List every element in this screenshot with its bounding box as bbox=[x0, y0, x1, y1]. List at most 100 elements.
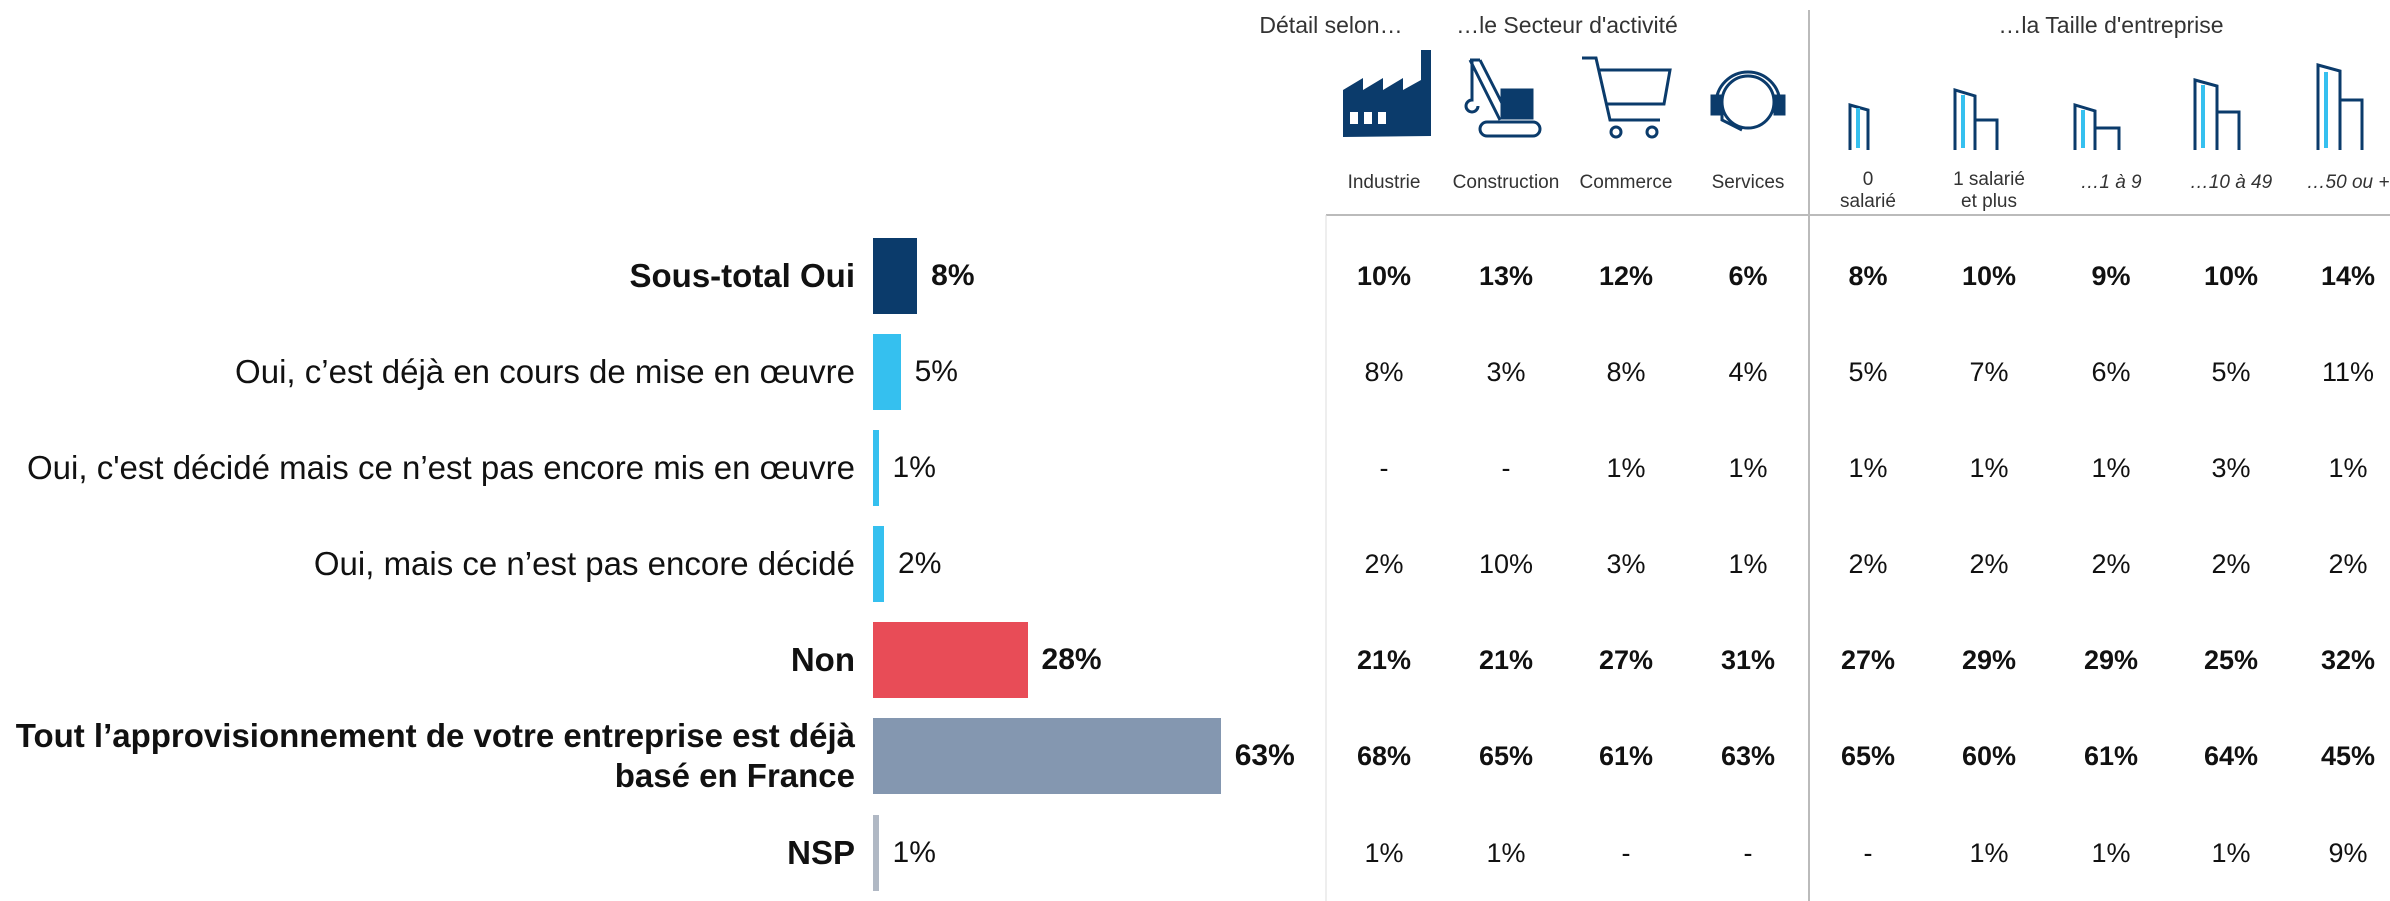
column-header: Services bbox=[1711, 172, 1785, 193]
table-cell: 65% bbox=[1478, 740, 1534, 771]
table-cell: 64% bbox=[2203, 740, 2259, 771]
table-cell: 1% bbox=[2091, 452, 2131, 483]
column-header: …10 à 49 bbox=[2189, 172, 2273, 193]
table-cell: 3% bbox=[2211, 452, 2251, 483]
table-cell: 2% bbox=[1848, 548, 1888, 579]
bar bbox=[873, 238, 918, 314]
bar bbox=[873, 526, 885, 602]
table-cell: 8% bbox=[1606, 356, 1646, 387]
table-cell: 9% bbox=[2328, 837, 2368, 868]
table-cell: 10% bbox=[1356, 260, 1412, 291]
table-cell: 8% bbox=[1364, 356, 1404, 387]
table-cell: 2% bbox=[2211, 548, 2251, 579]
table-cell: 60% bbox=[1961, 740, 2017, 771]
value-label: 63% bbox=[1234, 739, 1295, 772]
icon-size bbox=[1848, 63, 2364, 150]
column-header: 1 salarié et plus bbox=[1953, 169, 2025, 212]
table-cell: 5% bbox=[2211, 356, 2251, 387]
value-label: 1% bbox=[892, 451, 936, 484]
table-cell: 1% bbox=[1486, 837, 1526, 868]
column-header: Construction bbox=[1452, 172, 1560, 193]
table-cell: - bbox=[1621, 837, 1631, 868]
column-header: 0 salarié bbox=[1840, 169, 1896, 212]
table-cell: 27% bbox=[1598, 644, 1654, 675]
group-header: …la Taille d'entreprise bbox=[1998, 12, 2224, 38]
table-cell: 4% bbox=[1728, 356, 1768, 387]
table-cell: 6% bbox=[2091, 356, 2131, 387]
category-label: NSP bbox=[787, 834, 855, 871]
group-header: …le Secteur d'activité bbox=[1456, 12, 1678, 38]
category-label: Oui, c’est déjà en cours de mise en œuvr… bbox=[235, 353, 855, 390]
table-cell: 6% bbox=[1728, 260, 1768, 291]
category-label: Non bbox=[790, 641, 855, 678]
group-header: Détail selon… bbox=[1259, 12, 1403, 38]
column-header: Commerce bbox=[1579, 172, 1673, 193]
table-cell: 1% bbox=[1364, 837, 1404, 868]
table-cell: 3% bbox=[1486, 356, 1526, 387]
table-cell: - bbox=[1501, 452, 1511, 483]
bar bbox=[873, 430, 879, 506]
table-cell: 10% bbox=[2203, 260, 2259, 291]
column-header: Industrie bbox=[1347, 172, 1421, 193]
table-cell: 8% bbox=[1848, 260, 1888, 291]
icon-construction bbox=[1464, 58, 1542, 138]
table-cell: 63% bbox=[1720, 740, 1776, 771]
table-cell: 27% bbox=[1840, 644, 1896, 675]
table-cell: 29% bbox=[2083, 644, 2139, 675]
category-label: Oui, mais ce n’est pas encore décidé bbox=[313, 545, 855, 582]
table-cell: 65% bbox=[1840, 740, 1896, 771]
table-cell: 25% bbox=[2203, 644, 2259, 675]
table-cell: 10% bbox=[1478, 548, 1534, 579]
table-cell: 12% bbox=[1598, 260, 1654, 291]
category-label: Sous-total Oui bbox=[629, 257, 856, 294]
icon-industry bbox=[1343, 50, 1431, 137]
table-cell: 29% bbox=[1961, 644, 2017, 675]
table-cell: 7% bbox=[1969, 356, 2009, 387]
bar bbox=[873, 815, 879, 891]
category-label: Tout l’approvisionnement de votre entrep… bbox=[15, 717, 855, 794]
table-cell: - bbox=[1743, 837, 1753, 868]
table-cell: 11% bbox=[2321, 356, 2375, 387]
value-label: 28% bbox=[1041, 643, 1102, 676]
icon-commerce bbox=[1582, 56, 1672, 139]
table-cell: 9% bbox=[2091, 260, 2131, 291]
value-label: 1% bbox=[892, 836, 936, 869]
bar bbox=[873, 718, 1221, 794]
table-cell: 2% bbox=[1969, 548, 2009, 579]
table-cell: 45% bbox=[2320, 740, 2376, 771]
column-header: …1 à 9 bbox=[2080, 172, 2142, 193]
table-cell: 1% bbox=[2091, 837, 2131, 868]
table-cell: 13% bbox=[1478, 260, 1534, 291]
bar bbox=[873, 334, 901, 410]
table-cell: 10% bbox=[1961, 260, 2017, 291]
table-cell: 31% bbox=[1720, 644, 1776, 675]
table-cell: 1% bbox=[2328, 452, 2368, 483]
table-cell: 1% bbox=[1606, 452, 1646, 483]
table-cell: 1% bbox=[1969, 837, 2009, 868]
table-cell: 2% bbox=[1364, 548, 1404, 579]
table-cell: 61% bbox=[2083, 740, 2139, 771]
table-cell: 2% bbox=[2091, 548, 2131, 579]
table-cell: 1% bbox=[1848, 452, 1888, 483]
table-cell: 14% bbox=[2320, 260, 2376, 291]
table-cell: 68% bbox=[1356, 740, 1412, 771]
icon-services bbox=[1710, 70, 1786, 132]
table-cell: 1% bbox=[1728, 548, 1768, 579]
table-cell: 2% bbox=[2328, 548, 2368, 579]
table-cell: 3% bbox=[1606, 548, 1646, 579]
value-label: 8% bbox=[931, 259, 975, 292]
table-cell: 1% bbox=[2211, 837, 2251, 868]
table-cell: - bbox=[1863, 837, 1873, 868]
table-cell: 5% bbox=[1848, 356, 1888, 387]
category-label: Oui, c'est décidé mais ce n’est pas enco… bbox=[27, 449, 855, 486]
table-cell: - bbox=[1379, 452, 1389, 483]
table-cell: 61% bbox=[1598, 740, 1654, 771]
table-cell: 21% bbox=[1478, 644, 1534, 675]
value-label: 5% bbox=[914, 355, 958, 388]
column-header: …50 ou + bbox=[2306, 172, 2390, 193]
table-cell: 21% bbox=[1356, 644, 1412, 675]
bar bbox=[873, 622, 1028, 698]
table-cell: 1% bbox=[1969, 452, 2009, 483]
